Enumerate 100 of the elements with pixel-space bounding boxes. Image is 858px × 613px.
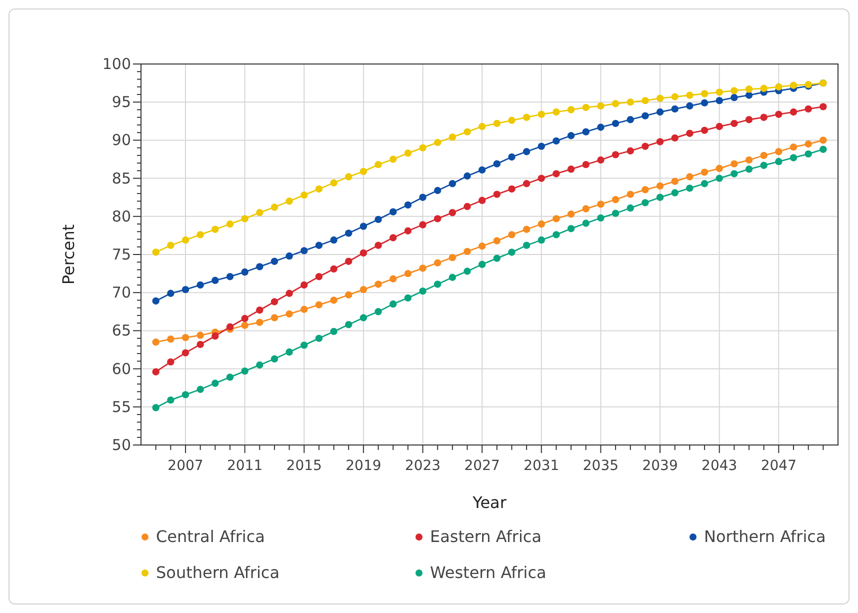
y-tick-label: 50 — [112, 436, 131, 454]
point — [820, 136, 827, 144]
point — [464, 128, 471, 136]
x-tick-label: 2007 — [168, 458, 204, 474]
point — [374, 308, 382, 316]
point — [656, 94, 664, 102]
y-tick-label: 95 — [112, 93, 131, 112]
point — [345, 173, 352, 180]
point — [212, 226, 219, 233]
point — [226, 273, 234, 280]
point — [804, 105, 812, 113]
point — [567, 210, 575, 218]
point — [582, 128, 590, 136]
point — [434, 186, 442, 194]
point — [582, 220, 590, 227]
point — [626, 147, 634, 154]
point — [270, 204, 278, 211]
point — [478, 196, 486, 204]
point — [538, 236, 546, 244]
point — [686, 173, 694, 180]
point — [241, 215, 248, 222]
point — [745, 116, 753, 124]
point — [552, 170, 560, 178]
point — [167, 242, 174, 249]
point — [552, 137, 560, 145]
point — [642, 142, 649, 150]
x-tick-label: 2043 — [702, 458, 738, 474]
y-tick-label: 75 — [112, 246, 131, 264]
point — [360, 314, 368, 322]
point — [582, 205, 590, 212]
point — [374, 216, 382, 224]
point — [374, 280, 382, 288]
point — [182, 391, 190, 398]
point — [716, 164, 723, 172]
point — [256, 263, 264, 270]
point — [671, 189, 678, 196]
point — [745, 92, 753, 99]
point — [256, 306, 264, 314]
x-tick-label: 2047 — [760, 458, 796, 474]
point — [196, 281, 204, 289]
point — [434, 259, 442, 266]
point — [345, 321, 352, 328]
legend-label: Southern Africa — [156, 563, 280, 582]
point — [612, 120, 620, 128]
point — [508, 153, 516, 161]
point — [478, 122, 486, 130]
point — [716, 174, 723, 182]
x-axis-title: Year — [472, 493, 507, 512]
point — [478, 260, 486, 268]
point — [374, 242, 382, 249]
x-tick-label: 2027 — [464, 458, 500, 474]
point — [345, 258, 352, 265]
point — [522, 226, 530, 233]
point — [448, 180, 456, 188]
legend-label: Central Africa — [156, 527, 265, 546]
point — [642, 112, 649, 120]
legend-label: Northern Africa — [704, 527, 826, 546]
legend-label: Eastern Africa — [430, 527, 542, 546]
point — [419, 287, 426, 295]
point — [404, 201, 412, 209]
point — [270, 314, 278, 322]
point — [582, 104, 590, 112]
point — [686, 102, 694, 110]
point — [790, 154, 798, 162]
x-tick-label: 2023 — [404, 458, 441, 474]
point — [820, 103, 827, 110]
point — [167, 290, 174, 297]
point — [464, 248, 471, 256]
point — [552, 231, 560, 238]
point — [300, 247, 308, 254]
point — [700, 90, 708, 98]
point — [345, 230, 352, 237]
point — [330, 328, 338, 336]
point — [256, 361, 264, 369]
point — [315, 334, 323, 342]
point — [552, 108, 560, 116]
point — [493, 160, 501, 168]
point — [241, 367, 248, 375]
point — [390, 300, 397, 308]
point — [538, 110, 546, 118]
point — [360, 222, 368, 230]
point — [390, 234, 397, 242]
point — [300, 191, 308, 199]
point — [345, 291, 352, 298]
point — [745, 166, 753, 173]
point — [360, 249, 368, 257]
point — [508, 116, 516, 124]
point — [300, 342, 308, 349]
point — [790, 108, 798, 116]
point — [493, 254, 501, 262]
point — [241, 322, 248, 329]
point — [597, 214, 604, 222]
point — [419, 194, 426, 201]
point — [626, 190, 634, 198]
point — [360, 286, 368, 294]
point — [182, 286, 190, 294]
point — [464, 172, 471, 180]
point — [597, 124, 604, 131]
point — [775, 148, 782, 156]
point — [656, 138, 664, 146]
